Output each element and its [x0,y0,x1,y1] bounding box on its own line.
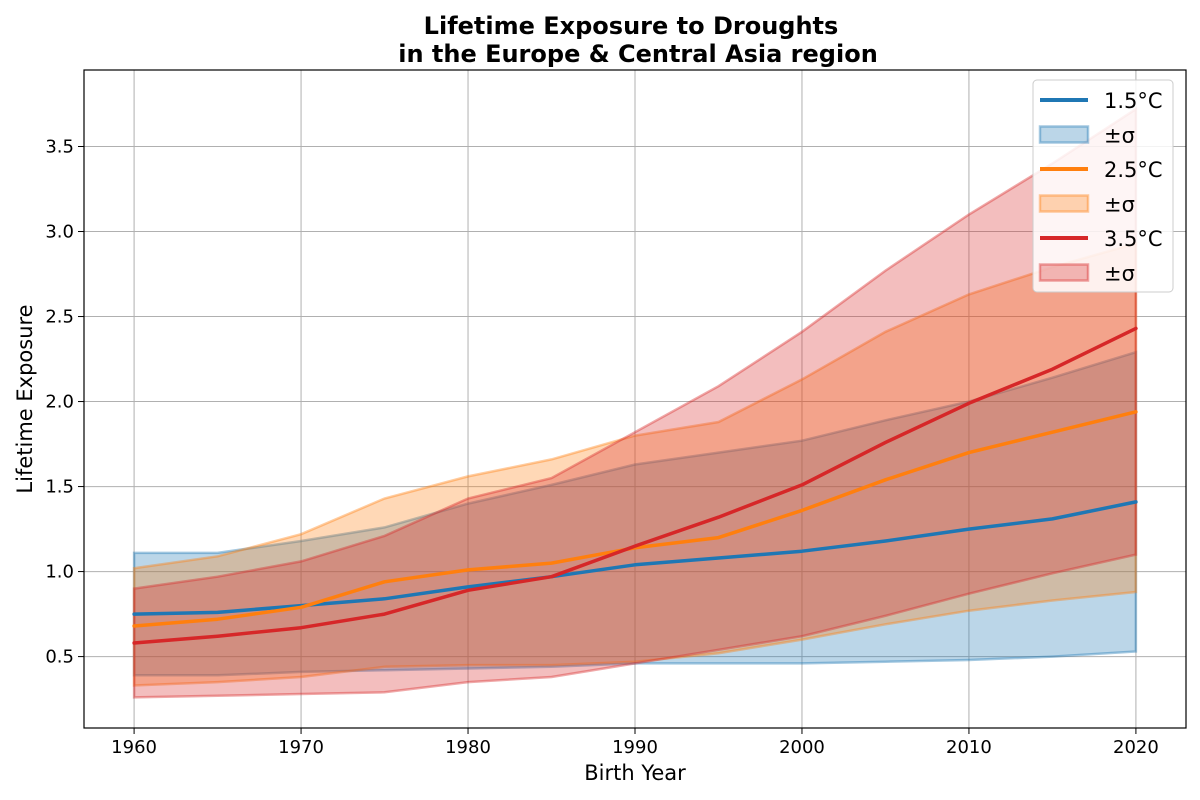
chart-title-line1: Lifetime Exposure to Droughts [424,12,839,40]
x-tick-label: 2000 [779,737,825,758]
legend-band-label-2: ±σ [1104,193,1135,217]
y-tick-label: 1.5 [45,477,74,498]
y-tick-label: 1.0 [45,562,74,583]
x-tick-label: 1960 [111,737,157,758]
band-series-3 [132,106,1138,699]
x-tick-label: 1970 [278,737,324,758]
line-layer [132,326,1138,645]
chart-title-line2: in the Europe & Central Asia region [398,40,878,68]
x-tick-label: 1990 [612,737,658,758]
y-tick-label: 2.0 [45,392,74,413]
band-series-2 [132,241,1138,687]
legend-band-label-1: ±σ [1104,124,1135,148]
y-tick-label: 2.5 [45,307,74,328]
legend-band-label-3: ±σ [1104,262,1135,286]
band-layer [132,106,1138,699]
legend-label-3: 3.5°C [1104,227,1163,251]
x-tick-label: 1980 [445,737,491,758]
legend-label-2: 2.5°C [1104,158,1163,182]
legend-band-swatch-2 [1038,194,1090,213]
x-tick-label: 2020 [1113,737,1159,758]
y-axis-label: Lifetime Exposure [13,304,37,493]
x-axis-label: Birth Year [584,761,686,785]
legend-band-swatch-3 [1038,263,1090,282]
y-tick-label: 0.5 [45,647,74,668]
legend-entries: 1.5°C ±σ 2.5°C ±σ 3.5°C ±σ [1038,89,1163,286]
legend-label-1: 1.5°C [1104,89,1163,113]
grid-layer [84,70,1186,728]
band-series-1 [132,350,1138,677]
line-series-3 [132,326,1138,645]
y-tick-label: 3.0 [45,222,74,243]
tick-layer: 1960 1970 1980 1990 2000 2010 2020 0.5 1.0 1.5 2.0… [45,137,1158,758]
legend-band-swatch-1 [1038,125,1090,144]
legend: 1.5°C ±σ 2.5°C ±σ 3.5°C ±σ [1032,79,1174,293]
x-tick-label: 2010 [946,737,992,758]
y-tick-label: 3.5 [45,137,74,158]
